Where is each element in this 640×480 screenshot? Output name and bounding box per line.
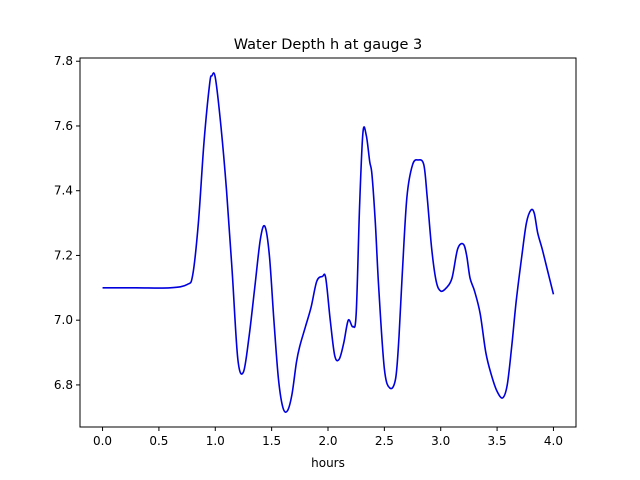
y-tick-label: 7.2 — [54, 248, 73, 262]
y-tick-label: 6.8 — [54, 378, 73, 392]
x-tick-label: 3.5 — [488, 434, 507, 448]
x-tick-label: 2.5 — [375, 434, 394, 448]
y-axis: 6.8 7.0 7.2 7.4 7.6 7.8 — [54, 54, 80, 392]
x-axis: 0.0 0.5 1.0 1.5 2.0 2.5 3.0 3.5 4.0 — [93, 427, 563, 448]
x-tick-label: 0.0 — [93, 434, 112, 448]
x-tick-label: 0.5 — [149, 434, 168, 448]
chart-title: Water Depth h at gauge 3 — [234, 37, 422, 53]
y-tick-label: 7.8 — [54, 54, 73, 68]
axes-frame — [79, 57, 577, 428]
series-line — [102, 72, 555, 413]
plot-area — [102, 72, 555, 413]
x-tick-label: 1.5 — [262, 434, 281, 448]
y-tick-label: 7.4 — [54, 184, 73, 198]
x-tick-label: 3.0 — [431, 434, 450, 448]
x-tick-label: 1.0 — [206, 434, 225, 448]
x-tick-label: 2.0 — [318, 434, 337, 448]
y-tick-label: 7.6 — [54, 119, 73, 133]
x-axis-label: hours — [311, 456, 345, 470]
y-tick-label: 7.0 — [54, 313, 73, 327]
x-tick-label: 4.0 — [544, 434, 563, 448]
